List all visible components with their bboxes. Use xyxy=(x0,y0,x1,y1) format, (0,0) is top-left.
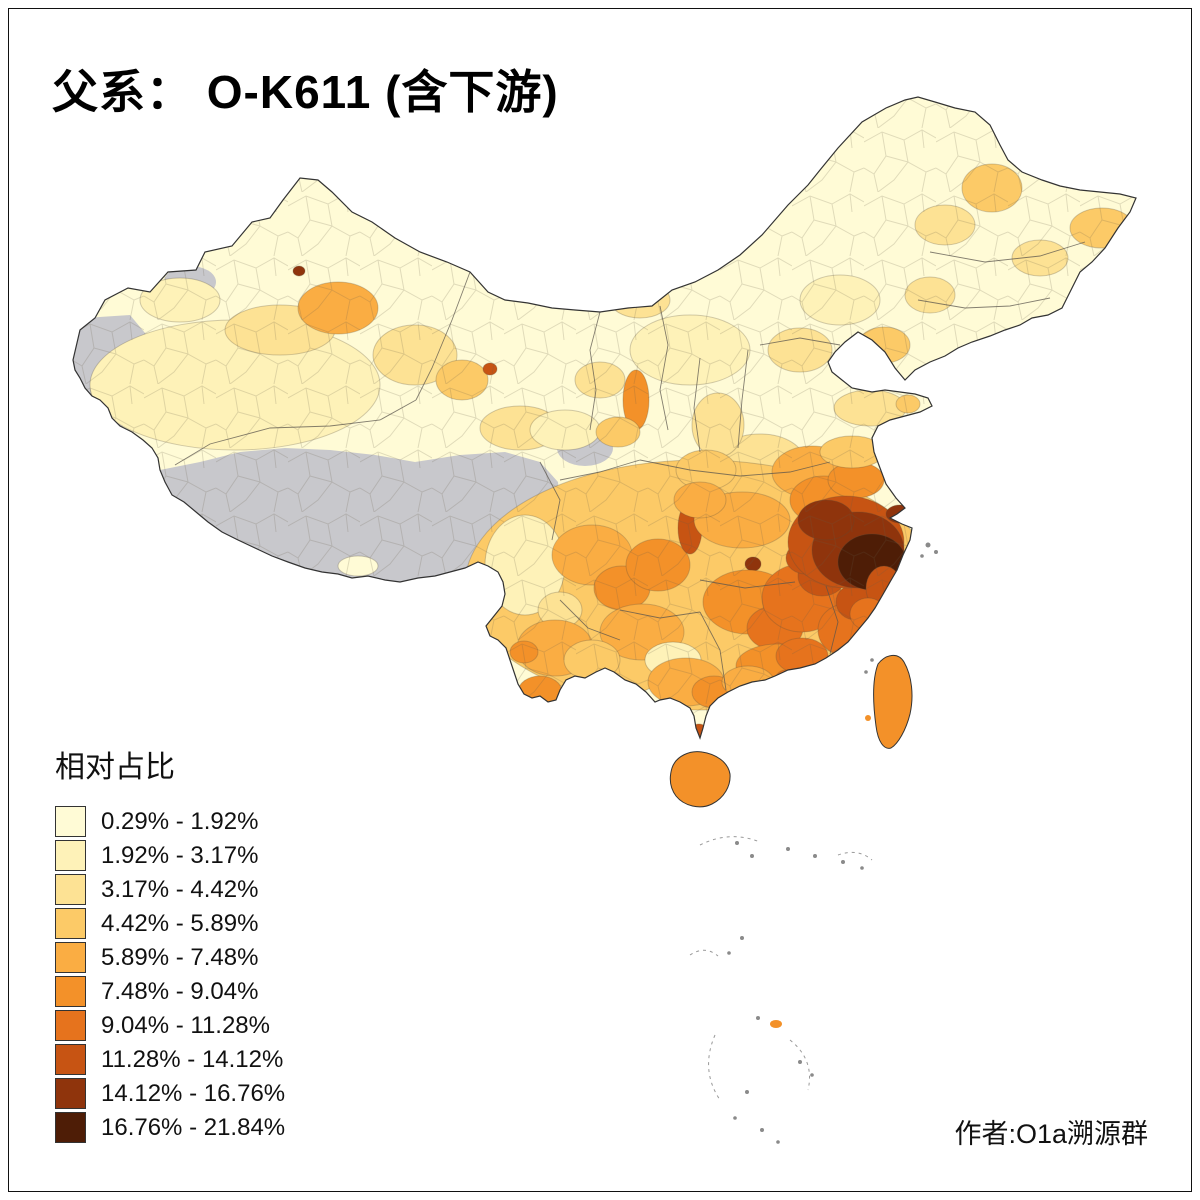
legend-label: 11.28% - 14.12% xyxy=(101,1045,284,1073)
legend-item: 9.04% - 11.28% xyxy=(55,1010,285,1041)
mainland-outline xyxy=(72,96,1137,740)
legend-title: 相对占比 xyxy=(55,751,175,784)
legend-label: 9.04% - 11.28% xyxy=(101,1011,270,1039)
legend-swatch xyxy=(55,806,86,837)
legend-swatch xyxy=(55,1078,86,1109)
legend-label: 7.48% - 9.04% xyxy=(101,977,259,1005)
legend-item: 1.92% - 3.17% xyxy=(55,840,285,871)
legend-item: 11.28% - 14.12% xyxy=(55,1044,285,1075)
author-credit: 作者:O1a溯源群 xyxy=(954,1119,1148,1149)
taiwan-island xyxy=(873,655,913,749)
hainan-island xyxy=(669,751,731,808)
page-title: 父系： O-K611 (含下游) xyxy=(52,66,559,118)
legend-item: 7.48% - 9.04% xyxy=(55,976,285,1007)
legend-item: 0.29% - 1.92% xyxy=(55,806,285,837)
legend-swatch xyxy=(55,976,86,1007)
legend-swatch xyxy=(55,874,86,905)
legend-label: 0.29% - 1.92% xyxy=(101,807,259,835)
legend-swatch xyxy=(55,1112,86,1143)
legend-item: 16.76% - 21.84% xyxy=(55,1112,285,1143)
legend-swatch xyxy=(55,1010,86,1041)
legend-label: 4.42% - 5.89% xyxy=(101,909,259,937)
legend-label: 5.89% - 7.48% xyxy=(101,943,259,971)
south-china-sea-islands xyxy=(689,542,938,1144)
legend-swatch xyxy=(55,942,86,973)
map-legend: 相对占比 0.29% - 1.92% 1.92% - 3.17% 3.17% -… xyxy=(55,742,285,1146)
legend-label: 1.92% - 3.17% xyxy=(101,841,259,869)
legend-swatch xyxy=(55,840,86,871)
legend-swatch xyxy=(55,1044,86,1075)
legend-label: 14.12% - 16.76% xyxy=(101,1079,286,1107)
legend-item: 5.89% - 7.48% xyxy=(55,942,285,973)
legend-item: 14.12% - 16.76% xyxy=(55,1078,285,1109)
legend-swatch xyxy=(55,908,86,939)
province-borders xyxy=(174,241,1086,691)
legend-label: 16.76% - 21.84% xyxy=(101,1113,286,1141)
legend-item: 3.17% - 4.42% xyxy=(55,874,285,905)
legend-label: 3.17% - 4.42% xyxy=(101,875,259,903)
legend-item: 4.42% - 5.89% xyxy=(55,908,285,939)
